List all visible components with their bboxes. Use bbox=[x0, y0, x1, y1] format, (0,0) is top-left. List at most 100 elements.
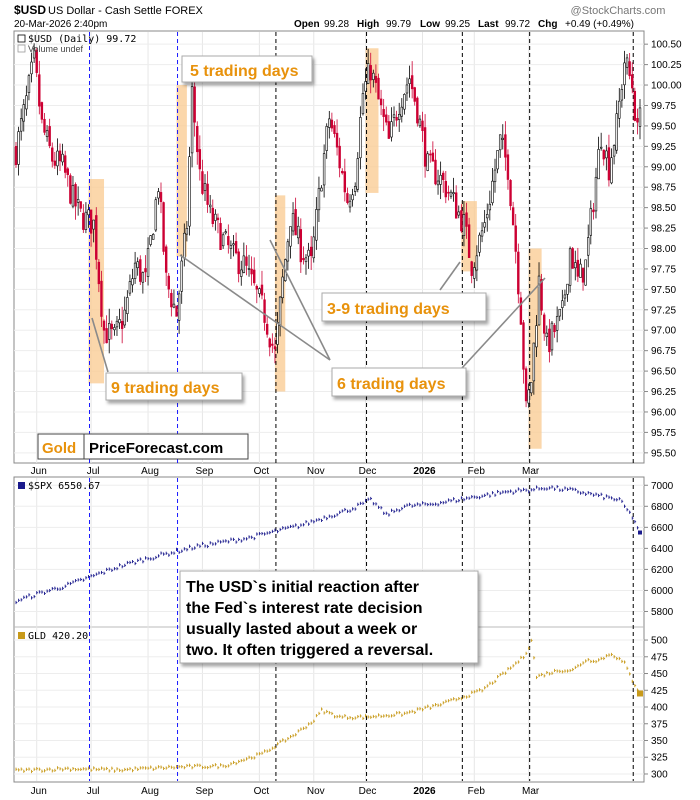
usd-candle-body bbox=[247, 268, 251, 270]
usd-candle-body bbox=[146, 248, 150, 277]
usd-candle-body bbox=[348, 200, 352, 208]
usd-candle-body bbox=[504, 134, 507, 158]
usd-candle-body bbox=[139, 259, 142, 282]
usd-candle-body bbox=[175, 305, 178, 317]
usd-candle-body bbox=[594, 176, 598, 212]
usd-candle-body bbox=[382, 109, 385, 117]
callout-line-jun bbox=[91, 317, 109, 373]
usd-x-tick-label: Oct bbox=[254, 466, 270, 477]
usd-candle-body bbox=[120, 320, 124, 329]
spx-series bbox=[15, 484, 642, 605]
usd-candle-body bbox=[470, 261, 473, 276]
callout-9days: 9 trading days bbox=[111, 380, 220, 397]
usd-candle-body bbox=[255, 285, 258, 290]
usd-candle-body bbox=[97, 261, 101, 285]
usd-x-tick-label: Jun bbox=[31, 466, 47, 477]
usd-candle-body bbox=[234, 241, 238, 254]
usd-candle-body bbox=[413, 87, 416, 102]
usd-candle-body bbox=[366, 63, 370, 84]
usd-candle-body bbox=[271, 343, 274, 346]
reaction-window bbox=[176, 85, 187, 257]
gld-y-tick-label: 300 bbox=[651, 769, 668, 780]
callout-5days: 5 trading days bbox=[190, 63, 299, 80]
usd-candle-body bbox=[447, 191, 450, 194]
usd-candle-body bbox=[346, 193, 349, 203]
usd-candle-body bbox=[550, 322, 554, 351]
gld-y-tick-label: 475 bbox=[651, 652, 668, 663]
usd-candle-body bbox=[442, 172, 445, 181]
lower-x-tick-label: Sep bbox=[196, 786, 214, 797]
usd-candle-body bbox=[369, 65, 372, 81]
usd-candle-body bbox=[38, 74, 41, 107]
usd-candle-body bbox=[330, 119, 334, 129]
usd-candle-body bbox=[553, 325, 556, 333]
usd-candle-body bbox=[636, 118, 639, 123]
usd-candle-body bbox=[540, 279, 543, 311]
usd-candle-body bbox=[623, 62, 626, 86]
note-line-1: The USD`s initial reaction after bbox=[186, 579, 419, 596]
high-value: 99.79 bbox=[386, 19, 411, 30]
usd-candle-body bbox=[294, 209, 297, 236]
usd-candle-body bbox=[509, 180, 512, 207]
usd-y-tick-label: 99.75 bbox=[651, 101, 676, 112]
usd-candle-body bbox=[19, 118, 23, 132]
usd-candle-body bbox=[537, 275, 541, 326]
usd-y-tick-label: 96.75 bbox=[651, 346, 676, 357]
usd-candle-body bbox=[372, 72, 375, 80]
lower-x-tick-label: Oct bbox=[254, 786, 270, 797]
note-line-4: two. It often triggered a reversal. bbox=[186, 642, 433, 659]
usd-candle-body bbox=[527, 389, 530, 404]
usd-candle-body bbox=[27, 75, 31, 94]
usd-candle-body bbox=[198, 149, 202, 170]
usd-candle-body bbox=[299, 229, 303, 263]
usd-candle-body bbox=[524, 368, 528, 402]
usd-candle-body bbox=[82, 212, 85, 230]
usd-candle-body bbox=[115, 320, 119, 328]
usd-candle-body bbox=[328, 118, 331, 128]
usd-candle-body bbox=[320, 187, 323, 192]
gridlines bbox=[14, 32, 644, 781]
spx-legend-text: $SPX 6550.67 bbox=[28, 481, 100, 492]
usd-candle-body bbox=[208, 204, 212, 208]
usd-candle-body bbox=[532, 342, 536, 382]
usd-y-tick-label: 97.25 bbox=[651, 305, 676, 316]
usd-candle-body bbox=[30, 61, 33, 75]
note-text: The USD`s initial reaction after the Fed… bbox=[186, 579, 433, 659]
usd-candle-body bbox=[465, 212, 468, 227]
usd-y-tick-label: 100.00 bbox=[651, 81, 682, 92]
usd-candle-body bbox=[317, 188, 321, 211]
reaction-window bbox=[365, 48, 379, 193]
usd-candle-body bbox=[219, 223, 222, 250]
callout-line-dec bbox=[439, 261, 461, 291]
usd-candle-body bbox=[118, 319, 121, 324]
callout-6days-box bbox=[331, 367, 467, 397]
usd-x-tick-label: 2026 bbox=[413, 466, 436, 477]
usd-candle-body bbox=[56, 150, 59, 167]
usd-candle-body bbox=[545, 332, 548, 338]
usd-candle-body bbox=[426, 153, 429, 171]
gld-y-tick-label: 450 bbox=[651, 669, 668, 680]
usd-candle-body bbox=[398, 114, 401, 120]
usd-candle-body bbox=[405, 84, 409, 94]
usd-candle-body bbox=[379, 98, 383, 106]
usd-candle-body bbox=[535, 325, 538, 348]
usd-candle-body bbox=[126, 297, 129, 314]
usd-candle-body bbox=[576, 259, 580, 277]
spx-last-marker bbox=[638, 530, 642, 535]
instrument-name: US Dollar - Cash Settle bbox=[48, 5, 162, 17]
spx-legend: $SPX 6550.67 bbox=[18, 481, 100, 492]
usd-candle-body bbox=[131, 278, 134, 286]
usd-candle-body bbox=[519, 297, 523, 325]
usd-candle-body bbox=[584, 259, 587, 286]
usd-y-tick-label: 97.75 bbox=[651, 264, 676, 275]
usd-candle-body bbox=[587, 237, 590, 256]
gld-legend-text: GLD 420.20 bbox=[28, 631, 88, 642]
reaction-window bbox=[274, 195, 286, 392]
usd-candle-body bbox=[496, 150, 499, 170]
usd-candle-body bbox=[638, 107, 642, 127]
logo-site: PriceForecast.com bbox=[89, 440, 223, 457]
last-label: Last bbox=[478, 19, 499, 30]
usd-y-tick-label: 99.00 bbox=[651, 162, 676, 173]
usd-candle-body bbox=[162, 202, 165, 252]
logo-frame bbox=[37, 433, 249, 460]
